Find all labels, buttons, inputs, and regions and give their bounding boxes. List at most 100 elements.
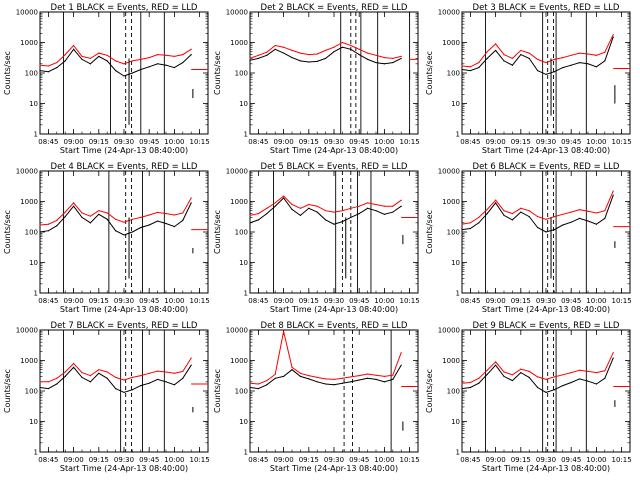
data-point-events	[299, 375, 301, 378]
x-tick-label: 09:00	[64, 456, 84, 464]
data-point-events	[81, 216, 83, 219]
data-point-lld	[308, 203, 310, 206]
data-point-events	[182, 61, 184, 64]
data-point-events	[520, 54, 522, 56]
y-tick-label: 10000	[438, 168, 460, 176]
y-tick-label: 100	[235, 388, 248, 396]
data-point-lld	[478, 61, 480, 64]
data-point-events	[503, 214, 505, 217]
y-tick-label: 10000	[226, 168, 248, 176]
data-point-lld	[469, 66, 471, 68]
data-point-lld	[486, 51, 488, 53]
y-tick-label: 1000	[230, 357, 248, 365]
data-point-events	[520, 211, 522, 213]
data-point-events	[358, 213, 360, 215]
y-tick-label: 1	[456, 449, 460, 457]
data-point-events	[123, 234, 125, 236]
x-tick-label: 08:45	[38, 456, 58, 464]
data-point-lld	[73, 202, 75, 204]
panel-title: Det 3 BLACK = Events, RED = LLD	[473, 3, 620, 13]
data-point-events	[308, 207, 310, 209]
data-point-events	[375, 210, 377, 212]
data-point-events	[570, 381, 572, 384]
y-tick-label: 10000	[16, 9, 38, 17]
data-point-events	[469, 69, 471, 72]
data-point-lld	[64, 211, 66, 213]
data-point-events	[604, 377, 606, 379]
data-point-lld	[249, 382, 251, 384]
data-point-lld	[173, 55, 175, 58]
y-tick-label: 1000	[442, 198, 460, 206]
data-point-lld	[495, 199, 497, 201]
data-point-events	[400, 205, 402, 207]
data-point-lld	[123, 63, 125, 65]
data-point-events	[249, 59, 251, 61]
x-tick-label: 10:15	[190, 138, 210, 146]
data-point-events	[274, 205, 276, 207]
data-point-events	[64, 60, 66, 62]
data-point-lld	[274, 44, 276, 47]
data-point-events	[392, 378, 394, 381]
data-point-lld	[64, 371, 66, 373]
data-point-events	[595, 223, 598, 225]
data-point-events	[325, 383, 327, 385]
series-line-lld	[461, 352, 614, 384]
x-axis-label: Start Time (24-Apr-13 08:40:00)	[482, 305, 610, 314]
data-point-events	[486, 57, 488, 60]
data-point-events	[56, 383, 58, 385]
data-point-lld	[333, 378, 335, 381]
data-point-events	[579, 378, 581, 380]
x-tick-label: 09:45	[349, 297, 369, 305]
y-tick-label: 100	[25, 388, 38, 396]
x-tick-label: 10:00	[586, 297, 606, 305]
detector-panel-7: Det 7 BLACK = Events, RED = LLD 1 10 100 100…	[3, 321, 210, 473]
data-point-lld	[461, 65, 463, 67]
data-point-lld	[190, 197, 192, 199]
data-point-events	[461, 68, 463, 71]
data-point-events	[115, 69, 117, 72]
y-axis-label: Counts/sec	[213, 210, 222, 254]
data-point-lld	[106, 212, 108, 214]
data-point-events	[165, 64, 167, 66]
data-point-events	[131, 72, 133, 74]
data-point-events	[56, 225, 58, 227]
x-tick-label: 09:15	[89, 138, 109, 146]
data-point-events	[375, 378, 377, 381]
data-point-lld	[562, 213, 564, 215]
data-point-lld	[98, 210, 100, 212]
x-tick-label: 08:45	[460, 456, 480, 464]
data-point-lld	[587, 210, 589, 212]
y-axis-label: Counts/sec	[425, 51, 434, 95]
data-point-lld	[375, 374, 377, 376]
data-point-lld	[148, 372, 150, 374]
data-point-lld	[47, 65, 50, 67]
data-point-lld	[131, 60, 133, 62]
y-tick-label: 100	[447, 229, 460, 237]
data-point-events	[257, 57, 259, 60]
data-point-lld	[47, 381, 50, 383]
data-point-events	[545, 231, 547, 233]
data-point-lld	[131, 376, 133, 378]
data-point-events	[316, 60, 318, 63]
data-point-lld	[249, 214, 251, 217]
data-point-lld	[81, 212, 83, 214]
x-tick-label: 09:30	[536, 456, 556, 464]
y-tick-label: 1	[456, 131, 460, 139]
data-point-events	[308, 61, 310, 63]
data-point-events	[495, 202, 497, 204]
data-point-events	[182, 377, 184, 379]
data-point-lld	[392, 57, 394, 60]
y-tick-label: 10	[451, 259, 460, 267]
data-point-lld	[291, 366, 293, 368]
data-point-events	[140, 68, 142, 71]
y-tick-label: 100	[25, 229, 38, 237]
x-tick-label: 10:15	[612, 138, 632, 146]
data-point-events	[511, 219, 513, 221]
data-point-events	[173, 226, 175, 228]
data-point-events	[56, 67, 58, 69]
plot-frame	[249, 329, 419, 453]
data-point-events	[367, 207, 369, 209]
x-tick-label: 10:00	[374, 138, 394, 146]
y-tick-label: 10	[239, 259, 248, 267]
data-point-lld	[299, 372, 301, 374]
